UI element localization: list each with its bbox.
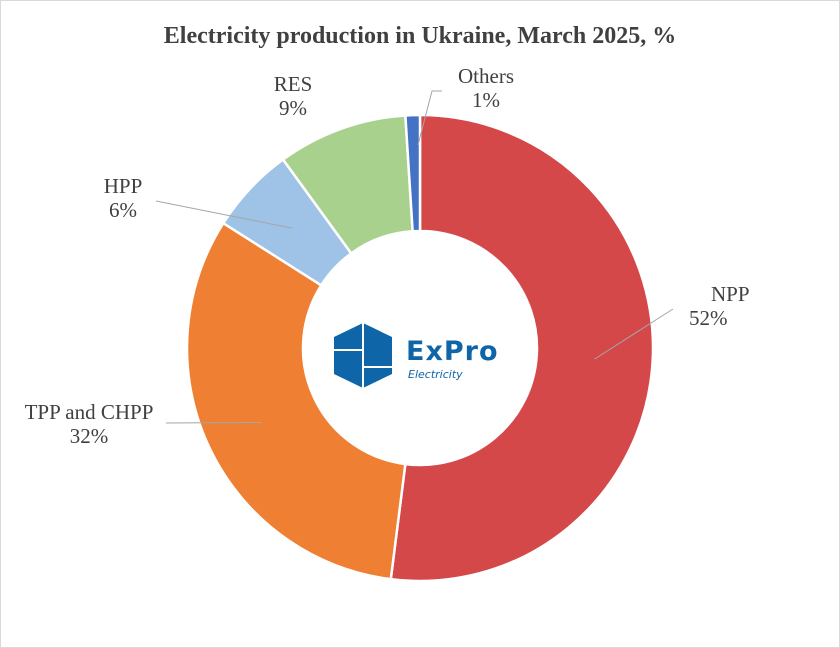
leader-line [594,308,674,360]
chart-title: Electricity production in Ukraine, March… [164,23,676,49]
slice-value: 1% [472,88,500,112]
leader-line [417,90,442,146]
slice-label: NPP [711,282,750,306]
expro-logo: ExPro Electricity [334,323,499,388]
slice-value: 32% [70,424,109,448]
logo-name: ExPro [406,336,499,367]
slice-value: 6% [109,198,137,222]
slice-label: HPP [104,174,143,198]
slice-label: Others [458,64,514,88]
slice-value: 52% [689,306,728,330]
slice-label: TPP and CHPP [25,400,154,424]
logo-sub: Electricity [408,368,463,381]
slice-others [404,113,422,233]
slice-npp [389,113,655,583]
slice-value: 9% [279,96,307,120]
slice-label: RES [274,72,313,96]
slice-tpp-and-chpp [185,221,407,581]
leader-line [155,200,293,229]
